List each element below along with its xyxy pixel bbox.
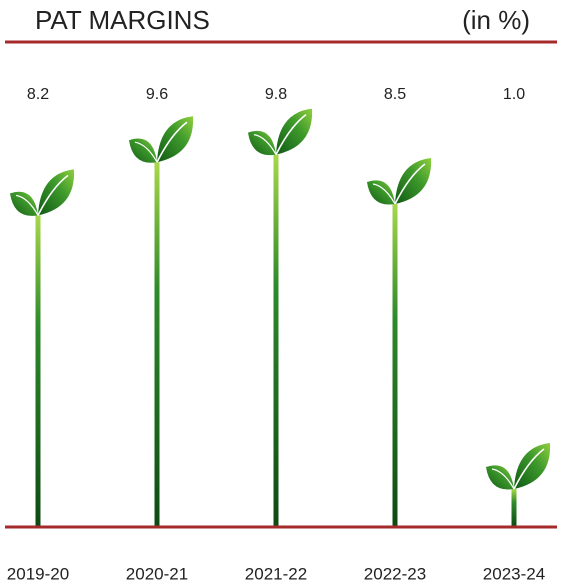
chart-title: PAT MARGINS xyxy=(35,5,210,35)
leaf xyxy=(395,158,431,204)
x-tick-label: 2021-22 xyxy=(245,564,307,583)
x-tick-label: 2020-21 xyxy=(126,564,188,583)
value-label: 8.5 xyxy=(384,86,406,103)
x-tick-label: 2022-23 xyxy=(364,564,426,583)
leaf xyxy=(276,109,312,155)
value-label: 9.6 xyxy=(146,86,168,103)
x-tick-label: 2023-24 xyxy=(483,564,545,583)
x-tick-label: 2019-20 xyxy=(7,564,69,583)
stem xyxy=(155,162,160,527)
leaf xyxy=(157,116,193,162)
leaf xyxy=(129,139,157,163)
unit-label: (in %) xyxy=(462,5,530,35)
stem xyxy=(512,489,517,527)
leaf xyxy=(514,443,550,489)
leaf xyxy=(486,465,514,489)
chart: PAT MARGINS (in %) 8.2 2019-20 9.6 2020-21 9… xyxy=(0,0,562,587)
stem xyxy=(36,215,41,527)
stem xyxy=(393,204,398,527)
value-label: 1.0 xyxy=(503,86,525,103)
value-label: 9.8 xyxy=(265,86,287,103)
leaf xyxy=(10,192,38,216)
leaf xyxy=(367,180,395,204)
stem xyxy=(274,155,279,527)
value-label: 8.2 xyxy=(27,86,49,103)
leaf xyxy=(38,169,74,215)
leaf xyxy=(248,131,276,155)
